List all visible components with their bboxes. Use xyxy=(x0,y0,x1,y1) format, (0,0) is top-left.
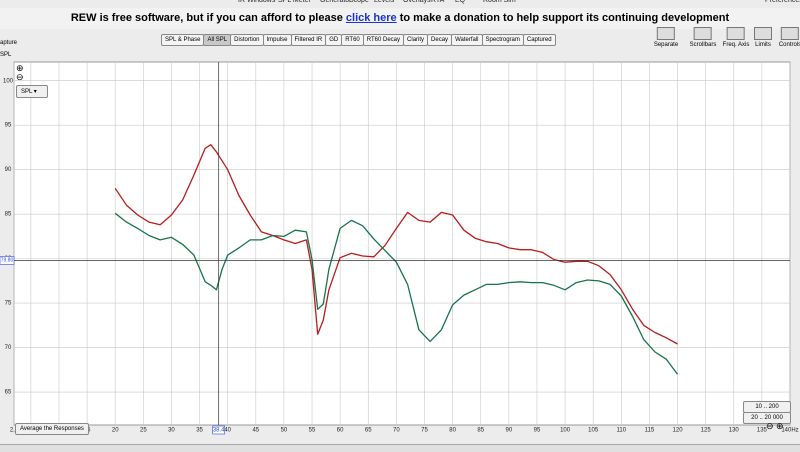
tool-icon xyxy=(694,27,712,40)
tab[interactable]: RT60 xyxy=(341,34,364,46)
tool-button[interactable]: Controls xyxy=(779,27,800,48)
x-tick-label: 120 xyxy=(673,428,684,434)
tab[interactable]: Impulse xyxy=(262,34,292,46)
tool-icon xyxy=(656,27,675,40)
y-tick-label: 85 xyxy=(5,212,12,218)
menu-item[interactable]: Levels xyxy=(374,0,395,4)
x-tick-label: 35 xyxy=(196,428,203,434)
x-tick-label: 140Hz xyxy=(781,428,798,434)
menu-item[interactable]: Overlays xyxy=(403,0,431,4)
zoom-out[interactable]: ⊖ xyxy=(16,72,24,82)
x-tick-label: 125 xyxy=(701,428,712,434)
tab[interactable]: Filtered IR xyxy=(290,34,327,46)
x-tick-label: 30 xyxy=(168,428,175,434)
tab[interactable]: RT60 Decay xyxy=(362,34,405,46)
y-tick-label: 95 xyxy=(5,123,12,129)
tool-icon xyxy=(781,27,799,40)
x-tick-label: 45 xyxy=(252,428,259,434)
scrollbar[interactable] xyxy=(0,444,800,452)
tool-label: Controls xyxy=(778,42,800,48)
donate-link[interactable]: click here xyxy=(345,12,397,24)
dropdown[interactable]: SPL ▾ xyxy=(16,85,48,98)
menu-item[interactable]: Room Sim xyxy=(483,0,516,4)
tab[interactable]: All SPL xyxy=(203,34,232,46)
x-tick-label: 110 xyxy=(617,428,627,434)
tab[interactable]: Captured xyxy=(522,34,556,46)
x-tick-label: 100 xyxy=(560,428,571,434)
x-tick-label: 2,0 xyxy=(10,428,19,434)
y-tick-label: 90 xyxy=(5,167,12,173)
x-tick-label: 20 xyxy=(112,428,119,434)
x-tick-label: 60 xyxy=(337,428,344,434)
x-tick-label: 40 xyxy=(224,428,231,434)
x-tick-label: 25 xyxy=(140,428,147,434)
dropdown-value: SPL xyxy=(21,89,33,95)
x-tick-label: 75 xyxy=(421,428,428,434)
x-tick-label: 90 xyxy=(505,428,512,434)
response-line xyxy=(114,212,679,375)
tool-label: Separate xyxy=(653,42,679,48)
average-button[interactable]: Average the Responses xyxy=(15,423,89,435)
tool-button[interactable]: Separate xyxy=(654,27,678,48)
x-tick-label: 130 xyxy=(729,428,740,434)
tab[interactable]: GD xyxy=(325,34,343,46)
x-tick-label: 85 xyxy=(477,428,484,434)
x-tick-label: 95 xyxy=(534,428,541,434)
y-tick-label: 70 xyxy=(5,345,12,351)
response-line xyxy=(114,144,678,345)
x-tick-label: 65 xyxy=(365,428,372,434)
tool-label: Limits xyxy=(755,42,771,48)
chart: 657075808590951002,051015202530354045505… xyxy=(0,61,799,435)
menu-item[interactable]: Generator xyxy=(320,0,352,4)
tool-icon xyxy=(727,27,745,40)
menu-item[interactable]: EQ xyxy=(455,0,466,4)
tab[interactable]: SPL & Phase xyxy=(161,34,205,46)
donation-banner: REW is free software, but if you can aff… xyxy=(0,8,800,29)
x-tick-label: 55 xyxy=(309,428,316,434)
left-label: apture xyxy=(0,40,18,46)
menu-item[interactable]: RTA xyxy=(431,0,445,4)
tab[interactable]: Decay xyxy=(427,34,453,46)
menu-item[interactable]: SPL Meter xyxy=(278,0,311,4)
cursor-label-box xyxy=(212,425,225,435)
tool-icon xyxy=(754,27,772,40)
tool-label: Scrollbars xyxy=(689,42,717,48)
menu-bar: IR Windows SPL Meter Generator Scope Levels O… xyxy=(0,0,800,8)
x-tick-label: 135 xyxy=(757,428,768,434)
left-label: SPL xyxy=(0,52,12,58)
range-button[interactable]: 10 .. 200 xyxy=(743,401,791,413)
tab-bar: SPL & Phase All SPL Distortion Impulse Filte… xyxy=(161,34,556,46)
cursor-y-label: 79.80 xyxy=(1,258,14,264)
menu-item[interactable]: Scope xyxy=(349,0,369,4)
tab[interactable]: Spectrogram xyxy=(481,34,524,46)
tab[interactable]: Distortion xyxy=(230,34,264,46)
tool-button[interactable]: Limits xyxy=(754,27,772,48)
x-tick-label: 70 xyxy=(393,428,400,434)
x-tick-label: 105 xyxy=(588,428,599,434)
menu-item[interactable]: Preferences xyxy=(765,0,800,4)
tab[interactable]: Waterfall xyxy=(451,34,483,46)
y-tick-label: 75 xyxy=(5,301,12,307)
range-button[interactable]: 20 .. 20 000 xyxy=(743,412,791,424)
plot-area xyxy=(13,61,791,426)
banner-text: REW is free software, but if you can aff… xyxy=(70,12,343,24)
y-tick-label: 100 xyxy=(3,78,14,84)
tab[interactable]: Clarity xyxy=(403,34,429,46)
tool-button[interactable]: Scrollbars xyxy=(689,27,717,48)
x-tick-label: 50 xyxy=(281,428,288,434)
zoom-controls[interactable]: ⊖ ⊕ xyxy=(766,421,784,431)
menu-item[interactable]: IR Windows xyxy=(238,0,276,4)
x-tick-label: 115 xyxy=(645,428,655,434)
y-tick-label: 65 xyxy=(5,390,12,396)
cursor-label-box xyxy=(0,256,15,265)
tool-label: Freq. Axis xyxy=(722,42,750,48)
tool-button[interactable]: Freq. Axis xyxy=(722,27,750,48)
cursor-x-label: 38.4 xyxy=(213,428,225,434)
banner-text: to make a donation to help support its c… xyxy=(399,12,730,24)
zoom-in[interactable]: ⊕ xyxy=(16,63,24,73)
x-tick-label: 80 xyxy=(449,428,456,434)
